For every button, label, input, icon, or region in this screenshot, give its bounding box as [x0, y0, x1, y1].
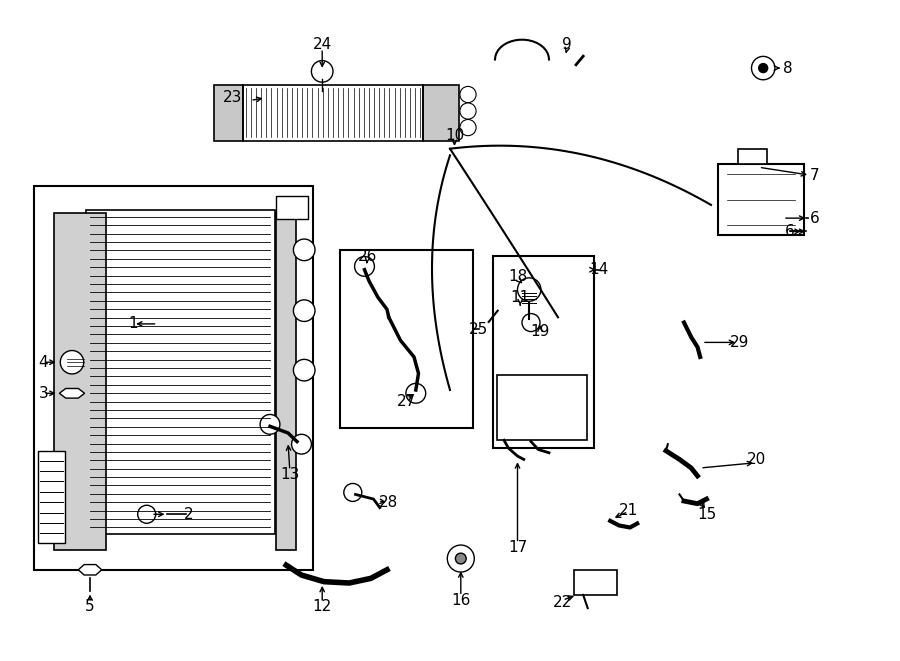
Circle shape	[260, 414, 280, 434]
Text: 18: 18	[508, 269, 528, 284]
Text: 14: 14	[589, 262, 608, 277]
Circle shape	[518, 278, 541, 301]
Bar	[738, 149, 767, 164]
Circle shape	[293, 300, 315, 321]
Text: 3: 3	[39, 386, 48, 401]
Text: 17: 17	[508, 540, 527, 555]
Circle shape	[138, 505, 156, 524]
Bar	[54, 213, 106, 550]
Text: 13: 13	[280, 467, 300, 482]
Circle shape	[293, 239, 315, 260]
Circle shape	[522, 313, 540, 332]
Bar	[276, 213, 296, 550]
Circle shape	[447, 545, 474, 572]
Circle shape	[460, 87, 476, 102]
Circle shape	[406, 383, 426, 403]
Circle shape	[455, 553, 466, 564]
Text: 27: 27	[397, 395, 417, 409]
Bar	[243, 85, 423, 141]
Text: 1: 1	[129, 317, 138, 331]
Bar	[340, 250, 473, 428]
Circle shape	[759, 63, 768, 73]
Circle shape	[60, 350, 84, 374]
Circle shape	[752, 56, 775, 80]
Bar	[574, 570, 617, 595]
Text: 10: 10	[445, 128, 464, 143]
Text: 15: 15	[697, 507, 716, 522]
Text: 9: 9	[562, 38, 572, 52]
Text: 12: 12	[312, 600, 332, 614]
Bar	[38, 451, 65, 543]
Circle shape	[460, 120, 476, 136]
Polygon shape	[59, 389, 85, 398]
Bar	[423, 85, 459, 141]
Text: 21: 21	[618, 503, 638, 518]
Text: 25: 25	[469, 322, 489, 336]
Text: 28: 28	[379, 495, 399, 510]
Bar	[276, 196, 308, 219]
Circle shape	[460, 103, 476, 119]
Bar	[718, 164, 804, 235]
Circle shape	[355, 256, 374, 276]
Bar	[34, 186, 313, 570]
Text: 23: 23	[222, 91, 242, 105]
Text: 19: 19	[530, 325, 550, 339]
Polygon shape	[78, 564, 102, 575]
Circle shape	[292, 434, 311, 454]
Bar	[214, 85, 243, 141]
Circle shape	[494, 293, 519, 318]
Text: 8: 8	[783, 61, 793, 75]
Text: 6: 6	[810, 211, 820, 225]
Text: 29: 29	[730, 335, 750, 350]
Text: 5: 5	[86, 599, 94, 613]
Text: 11: 11	[510, 290, 530, 305]
Circle shape	[293, 360, 315, 381]
Circle shape	[311, 61, 333, 82]
Text: 7: 7	[810, 168, 820, 182]
Text: 2: 2	[184, 507, 194, 522]
Text: 20: 20	[746, 452, 766, 467]
Bar	[86, 210, 274, 534]
Bar	[497, 375, 587, 440]
Text: 22: 22	[553, 596, 572, 610]
Text: 26: 26	[357, 249, 377, 264]
Bar	[493, 256, 594, 448]
Text: 24: 24	[312, 38, 332, 52]
Text: 16: 16	[451, 593, 471, 607]
Text: 6: 6	[786, 224, 795, 239]
Text: 4: 4	[39, 355, 48, 369]
Circle shape	[344, 483, 362, 502]
